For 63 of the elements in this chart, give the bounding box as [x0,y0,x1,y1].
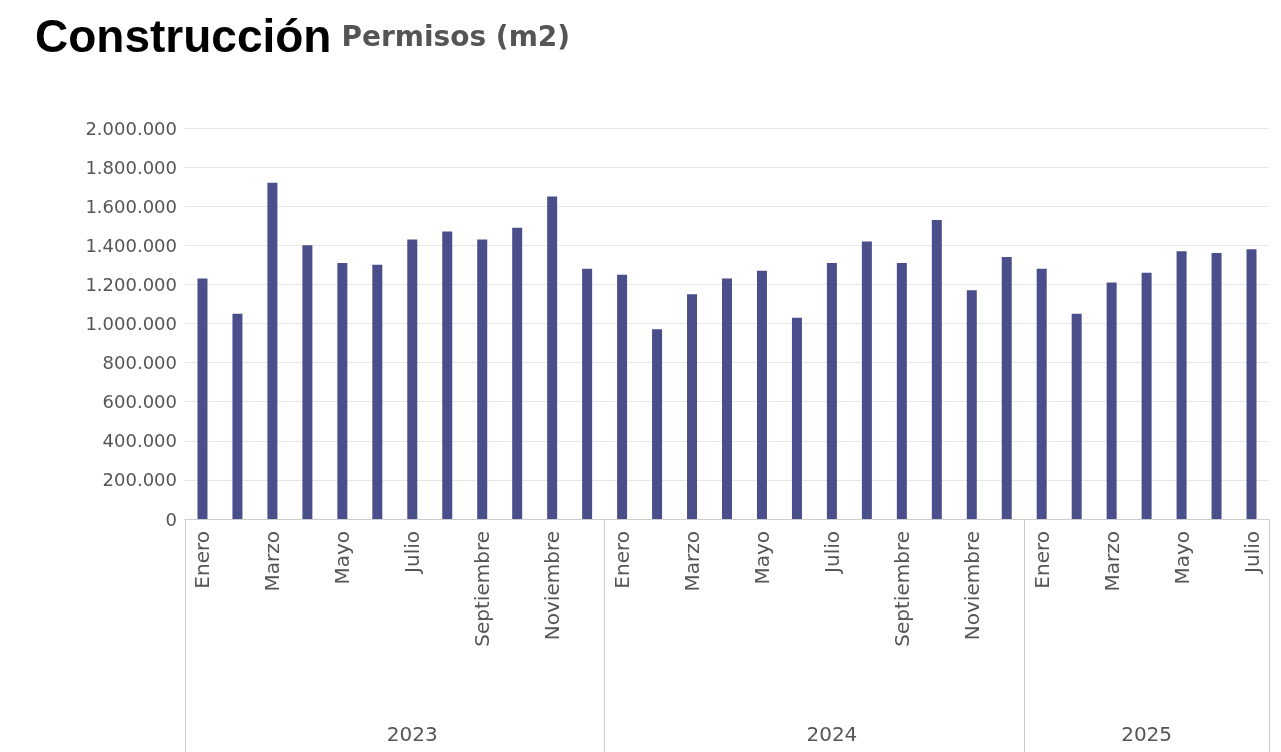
y-tick-label: 1.400.000 [85,234,177,256]
x-tick-label: Mayo [749,531,774,585]
bar [337,262,348,519]
bar [1246,249,1257,519]
x-tick-label: Marzo [1099,531,1124,592]
bar [687,294,698,519]
bar [1071,313,1082,519]
x-tick-label: Julio [819,531,844,575]
bar [826,262,837,519]
y-tick-label: 400.000 [102,430,177,452]
bar [232,313,243,519]
x-tick-label: Enero [190,531,215,589]
x-tick-label: Mayo [1169,531,1194,585]
bar [756,270,767,519]
bar [1001,257,1012,519]
bar [1141,272,1152,519]
y-tick-label: 800.000 [102,352,177,374]
x-tick-label: Marzo [680,531,705,592]
bar [617,274,628,519]
x-tick-label: Noviembre [959,531,984,641]
text: 2024 [806,722,858,746]
y-tick-label: 1.200.000 [85,273,177,295]
bar [1176,251,1187,519]
y-tick-label: 1.800.000 [85,156,177,178]
bar [372,264,383,519]
bar [197,278,208,519]
bar [582,268,593,519]
bar [791,317,802,519]
y-tick-label: 0 [165,508,177,530]
x-tick-label: Julio [1239,531,1264,575]
x-tick-label: Mayo [330,531,355,585]
y-tick-label: 2.000.000 [85,117,177,139]
bar [1211,253,1222,519]
bar [896,262,907,519]
x-tick-label: Enero [1029,531,1054,589]
bar [442,231,453,519]
bar [302,245,313,519]
bar [861,241,872,519]
chart-subtitle: Permisos (m2) [341,19,571,53]
chart-title: Construcción [35,10,332,62]
x-tick-label: Marzo [260,531,285,592]
y-tick-label: 200.000 [102,469,177,491]
x-tick-label: Julio [400,531,425,575]
x-tick-label: Septiembre [470,531,495,647]
bar [267,182,278,519]
y-tick-label: 1.600.000 [85,195,177,217]
bar [966,290,977,519]
bar [652,329,663,519]
x-tick-label: Enero [610,531,635,589]
bar [1106,282,1117,519]
bar [512,227,523,519]
bar [407,239,418,519]
bar [1036,268,1047,519]
x-tick-label: Septiembre [889,531,914,647]
text: 2025 [1121,722,1173,746]
y-tick-label: 1.000.000 [85,313,177,334]
bar [931,219,942,519]
bar [722,278,732,519]
text: 2023 [386,722,438,746]
bar [547,196,558,519]
y-tick-label: 600.000 [102,391,177,413]
x-tick-label: Noviembre [540,531,565,641]
bar [477,239,488,519]
